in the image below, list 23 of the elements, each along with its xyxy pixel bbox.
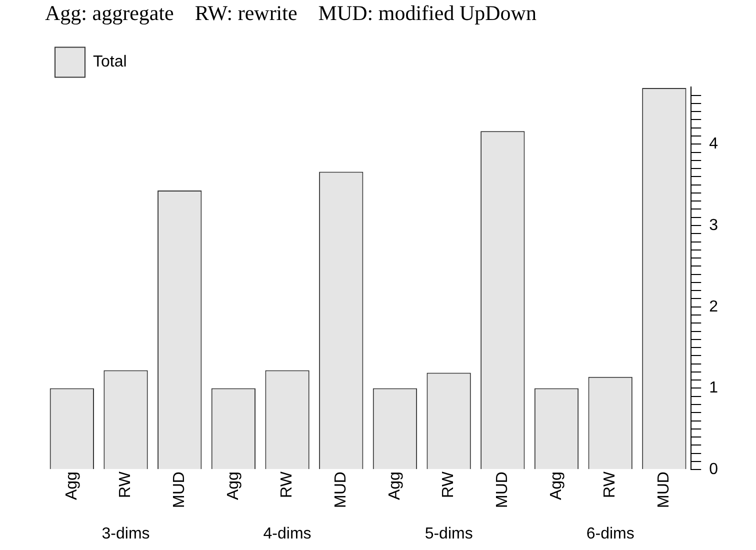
x-tick-label: MUD	[332, 472, 350, 508]
x-tick-label: RW	[117, 470, 134, 498]
y-tick-label: 0	[709, 460, 718, 478]
x-tick-label: Agg	[548, 472, 565, 500]
y-tick-label: 3	[709, 216, 718, 234]
legend-label: Total	[93, 54, 127, 71]
x-tick-label: Agg	[386, 472, 404, 500]
y-tick-label: 1	[709, 380, 718, 397]
text: 3-dims	[102, 525, 150, 542]
x-tick-label: RW	[440, 470, 458, 498]
text: 5-dims	[424, 525, 473, 542]
x-tick-label: MUD	[171, 472, 188, 508]
text: 6-dims	[586, 525, 634, 542]
x-tick-label: Agg	[224, 472, 242, 500]
x-tick-label: MUD	[494, 472, 512, 508]
text: 4-dims	[263, 525, 312, 542]
chart-title: Agg: aggregate RW: rewrite MUD: modified UpDown	[45, 1, 537, 26]
y-tick-label: 4	[709, 136, 718, 153]
y-tick-label: 2	[709, 298, 718, 316]
x-tick-label: Agg	[63, 472, 80, 500]
x-tick-label: RW	[602, 470, 619, 498]
x-tick-label: MUD	[656, 472, 673, 508]
x-tick-label: RW	[278, 470, 296, 498]
